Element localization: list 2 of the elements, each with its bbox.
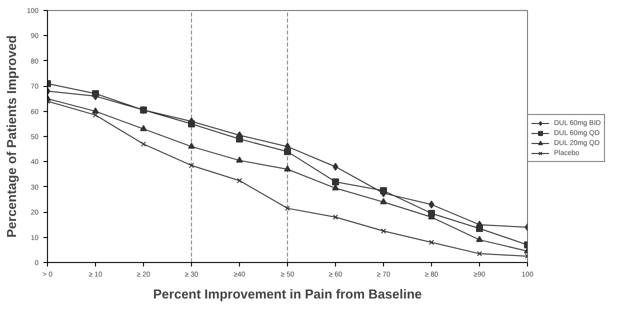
- x-axis-title: Percent Improvement in Pain from Baseline: [153, 286, 422, 302]
- y-axis-title: Percentage of Patients Improved: [4, 35, 19, 238]
